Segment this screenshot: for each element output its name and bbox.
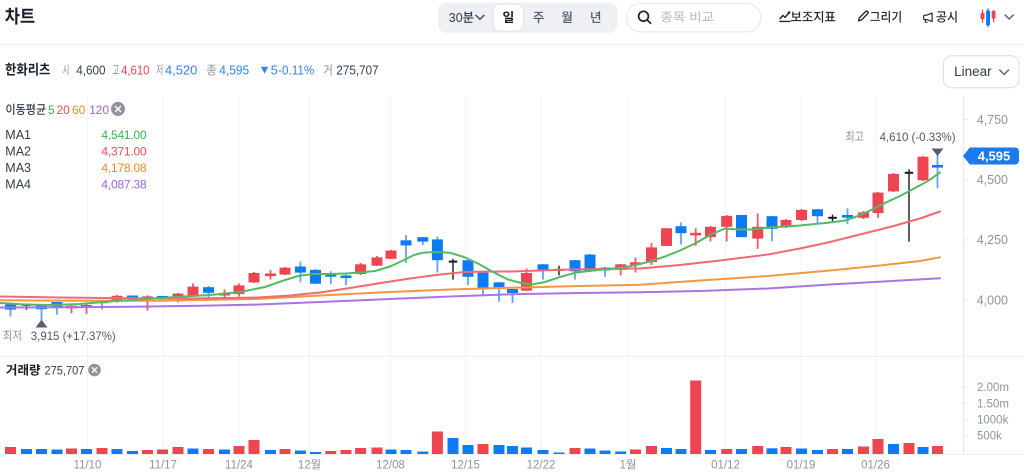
svg-text:저: 저: [156, 60, 163, 79]
svg-text:MA3: MA3: [5, 157, 31, 176]
svg-text:4,750: 4,750: [977, 109, 1008, 128]
svg-text:거래량: 거래량: [6, 359, 41, 378]
svg-text:3,915 (+17.37%): 3,915 (+17.37%): [31, 327, 116, 344]
svg-text:500k: 500k: [977, 428, 1002, 444]
svg-text:5: 5: [48, 101, 55, 118]
svg-text:1월: 1월: [620, 457, 637, 473]
svg-text:시: 시: [63, 60, 70, 79]
svg-text:12/08: 12/08: [376, 457, 405, 473]
svg-text:4,610: 4,610: [121, 60, 149, 79]
svg-text:275,707: 275,707: [45, 361, 85, 378]
svg-text:01/26: 01/26: [861, 457, 890, 473]
svg-text:11/17: 11/17: [149, 457, 177, 473]
svg-text:종: 종: [206, 60, 217, 79]
svg-text:5: 5: [271, 60, 278, 79]
svg-text:공시: 공시: [936, 6, 958, 25]
svg-text:120: 120: [89, 101, 109, 118]
svg-text:20: 20: [57, 101, 71, 118]
svg-text:-0.11%: -0.11%: [278, 60, 314, 79]
svg-text:30분: 30분: [449, 7, 474, 26]
svg-text:MA1: MA1: [5, 124, 31, 143]
svg-text:4,178.08: 4,178.08: [101, 159, 147, 176]
svg-text:이동평균: 이동평균: [6, 99, 47, 118]
svg-text:12/15: 12/15: [451, 457, 480, 473]
svg-text:2.00m: 2.00m: [977, 379, 1009, 395]
svg-text:1000k: 1000k: [977, 412, 1009, 428]
svg-text:4,595: 4,595: [219, 60, 249, 79]
svg-text:4,610 (-0.33%): 4,610 (-0.33%): [880, 128, 956, 145]
svg-text:4,371.00: 4,371.00: [101, 142, 147, 159]
svg-text:차트: 차트: [5, 3, 36, 29]
svg-text:12/22: 12/22: [527, 457, 556, 473]
svg-text:01/19: 01/19: [787, 457, 816, 473]
svg-text:12월: 12월: [298, 457, 321, 473]
svg-text:년: 년: [590, 7, 602, 26]
svg-text:275,707: 275,707: [336, 60, 378, 79]
svg-text:고: 고: [112, 60, 119, 79]
svg-text:01/12: 01/12: [711, 457, 740, 473]
svg-text:4,595: 4,595: [978, 146, 1011, 165]
svg-text:4,087.38: 4,087.38: [101, 176, 147, 193]
svg-text:보조지표: 보조지표: [791, 6, 837, 25]
svg-text:11/10: 11/10: [74, 457, 102, 473]
svg-text:한화리츠: 한화리츠: [5, 60, 50, 80]
svg-text:최저: 최저: [3, 325, 22, 344]
svg-text:60: 60: [72, 101, 86, 118]
svg-text:1.50m: 1.50m: [977, 395, 1009, 411]
svg-text:MA2: MA2: [5, 141, 31, 160]
svg-text:그리기: 그리기: [870, 6, 903, 25]
svg-text:4,520: 4,520: [165, 60, 197, 79]
svg-text:11/24: 11/24: [225, 457, 254, 473]
svg-text:4,600: 4,600: [76, 60, 105, 79]
svg-text:Linear: Linear: [954, 60, 992, 80]
svg-text:MA4: MA4: [5, 174, 31, 193]
svg-text:종목 비교: 종목 비교: [660, 6, 714, 25]
svg-text:4,000: 4,000: [977, 290, 1008, 309]
svg-text:일: 일: [503, 7, 515, 26]
svg-text:주: 주: [533, 7, 545, 26]
svg-text:4,250: 4,250: [977, 229, 1008, 248]
svg-text:최고: 최고: [845, 126, 864, 145]
svg-text:4,500: 4,500: [977, 169, 1008, 188]
svg-text:4,541.00: 4,541.00: [101, 126, 147, 143]
svg-text:월: 월: [561, 7, 573, 26]
svg-text:거: 거: [323, 60, 333, 79]
